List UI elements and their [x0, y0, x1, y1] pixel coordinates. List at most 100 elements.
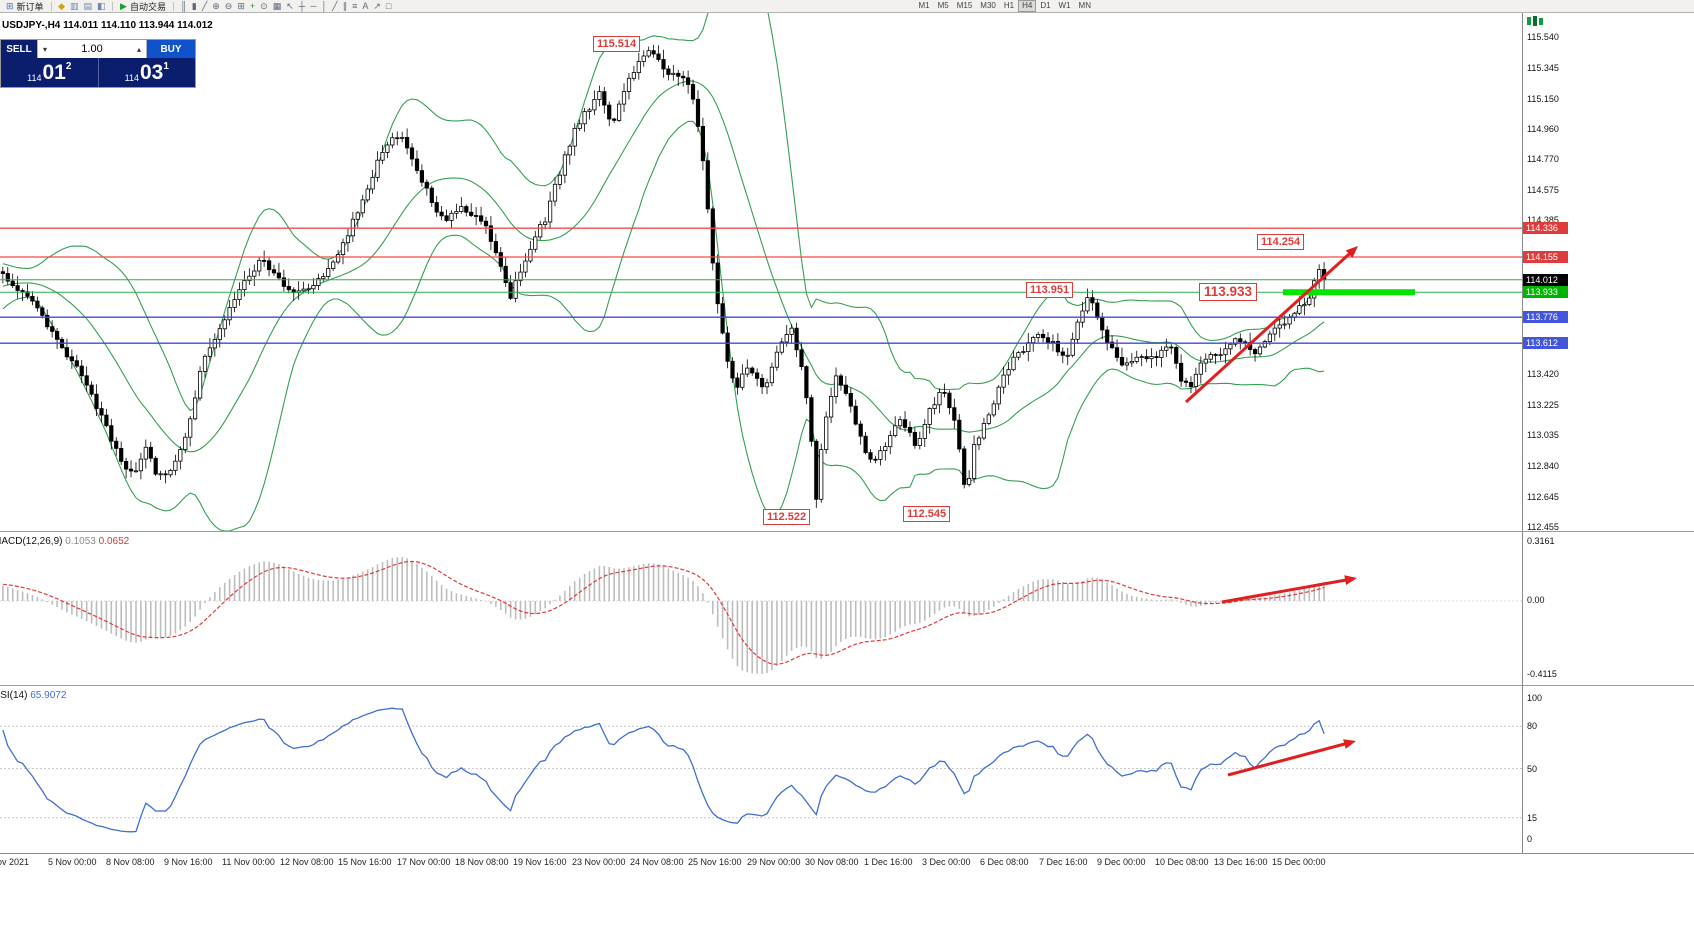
price-axis-label: 114.385 [1527, 215, 1559, 225]
time-axis-label: 12 Nov 08:00 [280, 857, 334, 867]
bid-price[interactable]: 114 01 2 [1, 58, 98, 87]
macd-signal-value: 0.0652 [98, 536, 130, 547]
one-click-trading-widget: SELL ▾ 1.00 ▴ BUY 114 01 2 114 03 1 [0, 39, 196, 88]
chart-corner-icon[interactable] [1525, 15, 1549, 27]
autotrading-label: 自动交易 [129, 1, 166, 12]
sell-button[interactable]: SELL [1, 40, 37, 58]
timeframe-toolbar: M1 M5 M15 M30 H1 H4 D1 W1 MN [914, 0, 1095, 12]
rsi-plot [0, 707, 1522, 833]
bollinger-lower [2, 120, 1325, 531]
favorites-icon[interactable]: ◆ [58, 1, 65, 11]
rsi-axis-label: 15 [1527, 813, 1538, 823]
price-line-label: 113.612 [1522, 337, 1568, 349]
rsi-line [2, 707, 1325, 833]
time-axis-label: 30 Nov 08:00 [805, 857, 859, 867]
bid-pipette: 2 [65, 61, 72, 72]
price-axis[interactable]: 115.540 115.345 115.150 114.960 114.770 114.5… [1522, 13, 1694, 531]
time-axis-label: 3 Dec 00:00 [922, 857, 971, 867]
price-line-label: 113.776 [1522, 311, 1568, 323]
panel-separator[interactable] [0, 531, 1694, 532]
macd-label: MACD(12,26,9) 0.1053 0.0652 [0, 536, 130, 547]
price-axis-label: 115.345 [1527, 63, 1559, 73]
timeframe-d1[interactable]: D1 [1040, 1, 1051, 10]
volume-input[interactable]: 1.00 [81, 43, 103, 55]
candlestick-plot[interactable] [0, 13, 1522, 531]
time-axis-label: 29 Nov 00:00 [747, 857, 801, 867]
vertical-line-icon[interactable]: │ [321, 1, 328, 11]
rsi-axis[interactable]: 100 80 50 15 0 [1522, 686, 1694, 852]
macd-axis[interactable]: 0.3161 0.00 -0.4115 [1522, 532, 1694, 685]
autotrading-button[interactable]: ▶ 自动交易 [117, 0, 169, 12]
timeframe-mn[interactable]: MN [1078, 1, 1091, 10]
toolbar-separator [50, 1, 52, 11]
crosshair-icon[interactable]: ┼ [298, 1, 306, 11]
toolbar-separator [112, 1, 114, 11]
autotrading-icon: ▶ [120, 0, 127, 11]
price-axis-label: 114.575 [1527, 185, 1559, 195]
candlestick-chart-icon[interactable]: ▮ [191, 1, 197, 11]
trend-arrow[interactable] [1221, 575, 1357, 604]
macd-axis-label: 0.00 [1527, 595, 1545, 605]
time-axis-label: 5 Nov 00:00 [48, 857, 97, 867]
zoom-out-icon[interactable]: ⊖ [224, 1, 233, 11]
timeframe-m1[interactable]: M1 [918, 1, 930, 10]
tile-windows-icon[interactable]: ⊞ [237, 1, 245, 11]
new-order-button[interactable]: ⊞ 新订单 [3, 0, 47, 12]
macd-signal-line [2, 560, 1325, 665]
bar-chart-icon[interactable]: ║ [180, 1, 187, 11]
volume-decrease-button[interactable]: ▾ [42, 44, 47, 54]
price-axis-label: 115.540 [1527, 32, 1559, 42]
templates-icon[interactable]: ▦ [272, 1, 282, 11]
text-label-icon[interactable]: A [362, 1, 369, 11]
timeframe-w1[interactable]: W1 [1058, 1, 1071, 10]
macd-main-value: 0.1053 [65, 536, 96, 547]
price-axis-label: 113.035 [1527, 430, 1559, 440]
volume-increase-button[interactable]: ▴ [136, 44, 141, 54]
arrows-tool-icon[interactable]: ↗ [373, 1, 381, 11]
time-axis-label: 8 Nov 08:00 [106, 857, 155, 867]
rsi-label: RSI(14) 65.9072 [0, 690, 67, 701]
time-axis[interactable]: 5 Nov 2021 5 Nov 00:00 8 Nov 08:00 9 Nov 16… [0, 853, 1694, 937]
macd-panel[interactable]: MACD(12,26,9) 0.1053 0.0652 [0, 532, 1522, 685]
trend-arrow[interactable] [1227, 739, 1356, 777]
price-axis-label: 113.420 [1527, 369, 1559, 379]
timeframe-m15[interactable]: M15 [956, 1, 973, 10]
time-axis-label: 15 Nov 16:00 [338, 857, 392, 867]
time-axis-label: 15 Dec 00:00 [1272, 857, 1326, 867]
macd-plot [0, 557, 1522, 674]
trend-arrow[interactable] [1184, 246, 1358, 404]
time-axis-label: 6 Dec 08:00 [980, 857, 1029, 867]
zoom-in-icon[interactable]: ⊕ [212, 1, 220, 11]
price-axis-separator [1522, 13, 1523, 853]
fibonacci-icon[interactable]: ≡ [352, 1, 358, 11]
bollinger-middle [2, 80, 1325, 453]
shapes-icon[interactable]: □ [385, 1, 392, 11]
periods-icon[interactable]: ⊙ [260, 1, 268, 11]
time-axis-label: 13 Dec 16:00 [1214, 857, 1268, 867]
timeframe-h1[interactable]: H1 [1003, 1, 1015, 10]
cursor-icon[interactable]: ↖ [286, 1, 294, 11]
price-chart-panel[interactable]: USDJPY-,H4 114.011 114.110 113.944 114.0… [0, 13, 1522, 531]
timeframe-h4[interactable]: H4 [1018, 0, 1037, 12]
charts-window-icon[interactable]: ▥ [69, 1, 79, 11]
channel-icon[interactable]: ∥ [342, 1, 348, 11]
buy-button[interactable]: BUY [147, 40, 195, 58]
ask-price[interactable]: 114 03 1 [97, 58, 196, 87]
ask-big-digits: 03 [139, 61, 164, 84]
horizontal-line-icon[interactable]: ─ [310, 1, 317, 11]
rsi-axis-label: 0 [1527, 834, 1533, 844]
sound-alert-icon[interactable]: ◧ [97, 1, 106, 11]
line-chart-icon[interactable]: ╱ [201, 1, 208, 11]
price-axis-label: 115.150 [1527, 94, 1559, 104]
price-axis-label: 113.225 [1527, 400, 1559, 410]
trendline-icon[interactable]: ╱ [332, 1, 338, 11]
main-toolbar: ⊞ 新订单 ◆ ▥ ▤ ◧ ▶ 自动交易 ║ ▮ ╱ ⊕ ⊖ ⊞ + ⊙ ▦ ↖ ┼ ─ │ ╱ ∥ ≡ A ↗ □ M1… [0, 0, 1694, 13]
timeframe-m30[interactable]: M30 [980, 1, 996, 10]
rsi-panel[interactable]: RSI(14) 65.9072 [0, 686, 1522, 852]
indicators-icon[interactable]: + [249, 1, 256, 11]
timeframe-m5[interactable]: M5 [937, 1, 949, 10]
profiles-icon[interactable]: ▤ [83, 1, 93, 11]
panel-separator[interactable] [0, 685, 1694, 686]
time-axis-label: 18 Nov 08:00 [455, 857, 509, 867]
